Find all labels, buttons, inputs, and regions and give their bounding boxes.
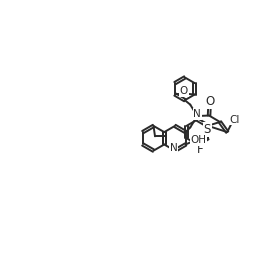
Text: F: F	[197, 143, 204, 156]
Text: N: N	[170, 143, 177, 153]
Text: N: N	[193, 109, 201, 119]
Text: Cl: Cl	[230, 115, 240, 125]
Text: O: O	[180, 86, 188, 96]
Text: O: O	[205, 95, 214, 108]
Text: S: S	[203, 123, 211, 136]
Text: OH: OH	[191, 135, 207, 145]
